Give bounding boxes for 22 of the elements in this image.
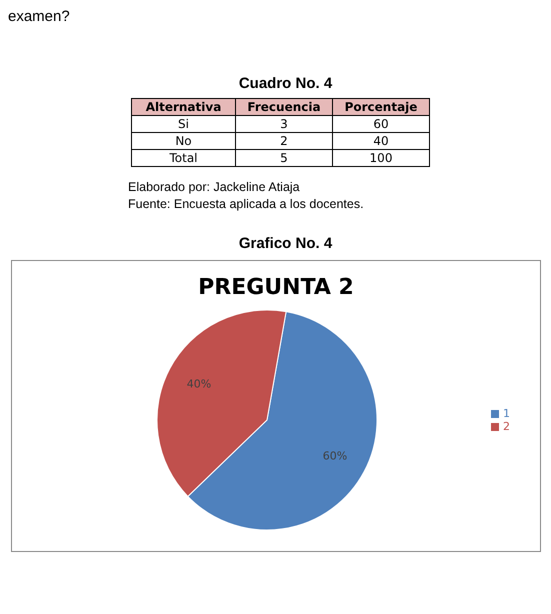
text: Frecuencia xyxy=(236,98,332,116)
source-note: Fuente: Encuesta aplicada a los docentes. xyxy=(128,196,365,213)
legend-label: 2 xyxy=(503,420,510,433)
data-label: 40% xyxy=(186,377,212,390)
category-label: Total xyxy=(132,150,236,166)
data-label: 60% xyxy=(322,450,348,463)
text: Porcentaje xyxy=(332,98,430,116)
data-label: 60 xyxy=(332,116,430,132)
text: Elaborado por: Jackeline Atiaja xyxy=(128,179,301,196)
category-label: No xyxy=(132,132,236,150)
text: Cuadro No. 4 xyxy=(238,75,334,92)
data-label: 2 xyxy=(236,132,332,150)
text: Alternativa xyxy=(132,98,236,116)
data-label: 100 xyxy=(332,150,430,166)
data-label: 3 xyxy=(236,116,332,132)
data-label: 5 xyxy=(236,150,332,166)
legend-label: 1 xyxy=(503,407,510,420)
category-label: Si xyxy=(132,116,236,132)
chart-title: PREGUNTA 2 xyxy=(197,275,355,300)
data-label: 40 xyxy=(332,132,430,150)
text: examen? xyxy=(8,8,71,25)
chart-subtitle: Grafico No. 4 xyxy=(238,235,334,252)
